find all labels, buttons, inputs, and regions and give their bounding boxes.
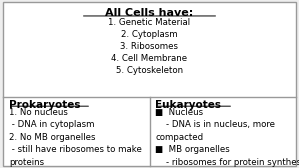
Text: Eukaryotes: Eukaryotes <box>155 100 222 110</box>
FancyBboxPatch shape <box>3 2 296 166</box>
Text: All Cells have:: All Cells have: <box>105 8 194 18</box>
Text: Prokaryotes: Prokaryotes <box>9 100 80 110</box>
Text: ■  Nucleus
    - DNA is in nucleus, more
compacted
■  MB organelles
    - riboso: ■ Nucleus - DNA is in nucleus, more comp… <box>155 108 299 166</box>
Text: 1. Genetic Material
2. Cytoplasm
3. Ribosomes
4. Cell Membrane
5. Cytoskeleton: 1. Genetic Material 2. Cytoplasm 3. Ribo… <box>109 18 190 75</box>
Text: 1. No nucleus
 - DNA in cytoplasm
2. No MB organelles
 - still have ribosomes to: 1. No nucleus - DNA in cytoplasm 2. No M… <box>9 108 142 166</box>
